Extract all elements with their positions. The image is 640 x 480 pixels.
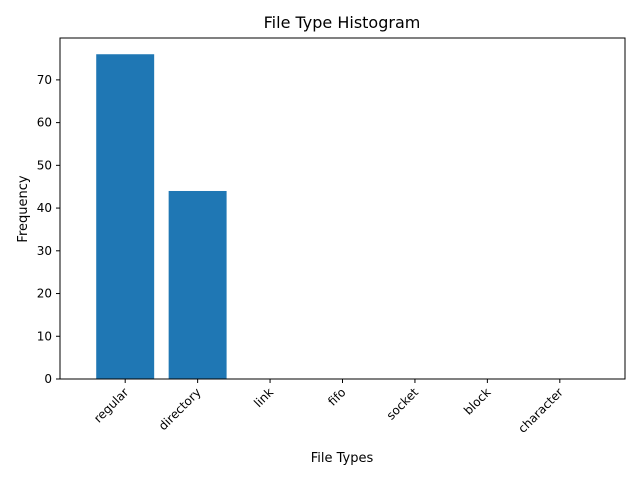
y-tick-label: 20 bbox=[37, 287, 52, 301]
y-tick-label: 50 bbox=[37, 158, 52, 172]
y-tick-label: 70 bbox=[37, 73, 52, 87]
y-tick-label: 0 bbox=[44, 372, 52, 386]
x-axis-label: File Types bbox=[311, 451, 374, 466]
chart-title: File Type Histogram bbox=[264, 13, 421, 32]
plot-frame bbox=[59, 37, 626, 380]
y-tick-label: 30 bbox=[37, 244, 52, 258]
y-axis-ticks: 0 10 20 30 40 50 60 70 bbox=[37, 73, 60, 386]
y-tick-label: 60 bbox=[37, 116, 52, 130]
y-tick-label: 40 bbox=[37, 201, 52, 215]
bar-regular bbox=[96, 54, 155, 380]
bars-group bbox=[96, 54, 227, 380]
y-axis-label: Frequency bbox=[16, 175, 31, 242]
y-tick-label: 10 bbox=[37, 329, 52, 343]
bar-directory bbox=[168, 190, 227, 379]
